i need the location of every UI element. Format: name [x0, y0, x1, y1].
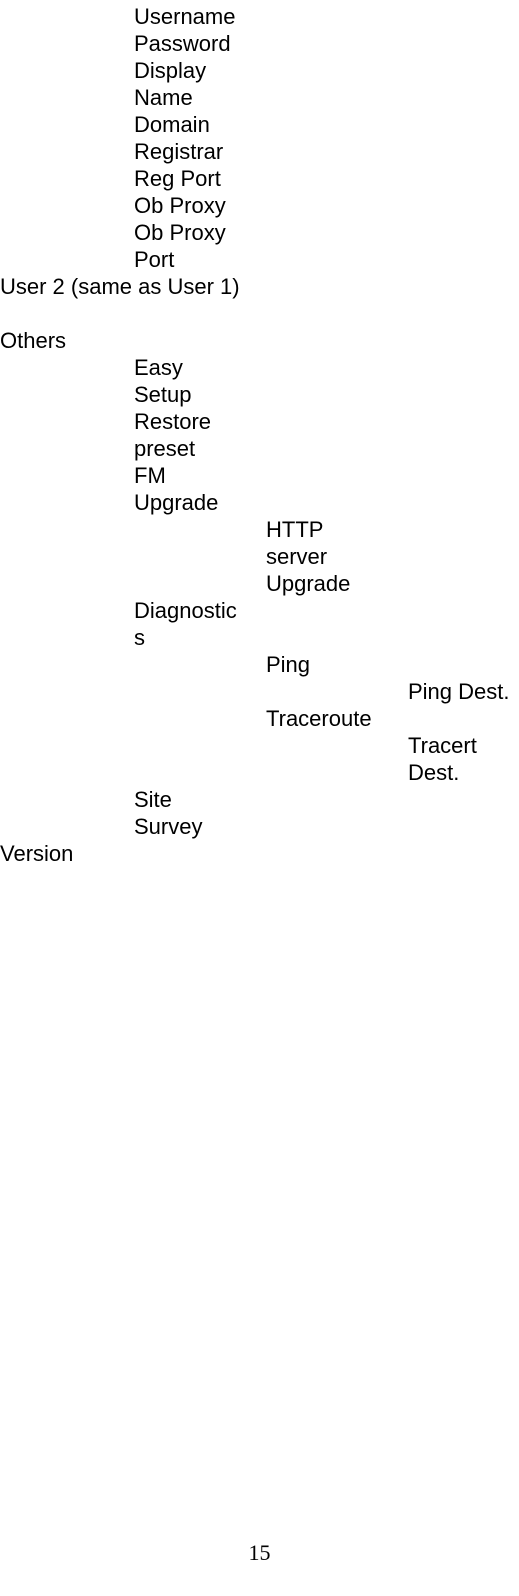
field-name: Name	[0, 84, 519, 111]
heading-user2: User 2 (same as User 1)	[0, 273, 519, 300]
others-upgrade: Upgrade	[0, 489, 519, 516]
field-password: Password	[0, 30, 519, 57]
others-restore: Restore	[0, 408, 519, 435]
others-http: HTTP	[0, 516, 519, 543]
others-setup: Setup	[0, 381, 519, 408]
others-traceroute: Traceroute	[0, 705, 519, 732]
field-domain: Domain	[0, 111, 519, 138]
others-diagnostic: Diagnostic	[0, 597, 519, 624]
others-preset: preset	[0, 435, 519, 462]
others-ping: Ping	[0, 651, 519, 678]
others-easy: Easy	[0, 354, 519, 381]
others-survey: Survey	[0, 813, 519, 840]
field-username: Username	[0, 3, 519, 30]
others-upgrade-sub: Upgrade	[0, 570, 519, 597]
others-site: Site	[0, 786, 519, 813]
heading-others: Others	[0, 327, 519, 354]
field-port: Port	[0, 246, 519, 273]
page-number: 15	[0, 1540, 519, 1566]
others-ping-dest: Ping Dest.	[0, 678, 519, 705]
others-tracert: Tracert	[0, 732, 519, 759]
field-ob-proxy: Ob Proxy	[0, 192, 519, 219]
others-tracert-dest: Dest.	[0, 759, 519, 786]
field-registrar: Registrar	[0, 138, 519, 165]
others-fm: FM	[0, 462, 519, 489]
others-diagnostic-s: s	[0, 624, 519, 651]
field-display: Display	[0, 57, 519, 84]
others-server: server	[0, 543, 519, 570]
field-reg-port: Reg Port	[0, 165, 519, 192]
field-ob-proxy-2: Ob Proxy	[0, 219, 519, 246]
heading-version: Version	[0, 840, 519, 867]
